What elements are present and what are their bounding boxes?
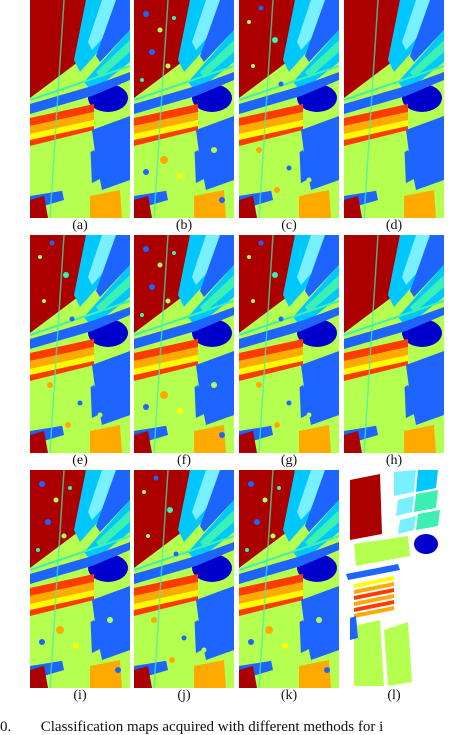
panel-label-c: (c): [281, 218, 297, 233]
panel-label-b: (b): [175, 218, 193, 233]
caption-text: Classification maps acquired with differ…: [40, 719, 384, 735]
panel-label-h: (h): [385, 453, 403, 468]
map-panel-j: [134, 470, 234, 688]
map-panel-k: [239, 470, 339, 688]
panel-label-d: (d): [385, 218, 403, 233]
panel-label-g: (g): [280, 453, 298, 468]
map-panel-i: [30, 470, 130, 688]
map-panel-h: [344, 235, 444, 453]
map-panel-l-ground-truth: [344, 470, 444, 688]
map-panel-g: [239, 235, 339, 453]
map-panel-f: [134, 235, 234, 453]
map-panel-e: [30, 235, 130, 453]
panel-label-i: (i): [73, 688, 87, 703]
panel-label-e: (e): [72, 453, 88, 468]
map-panel-a: [30, 0, 130, 218]
panel-label-j: (j): [177, 688, 191, 703]
caption-prefix: 0.: [0, 719, 12, 735]
panel-label-f: (f): [177, 453, 191, 468]
map-panel-b: [134, 0, 234, 218]
map-panel-d: [344, 0, 444, 218]
panel-label-k: (k): [280, 688, 298, 703]
figure-caption: 0. Classification maps acquired with dif…: [0, 719, 474, 735]
panel-label-a: (a): [72, 218, 88, 233]
panel-label-l: (l): [387, 688, 401, 703]
map-panel-c: [239, 0, 339, 218]
